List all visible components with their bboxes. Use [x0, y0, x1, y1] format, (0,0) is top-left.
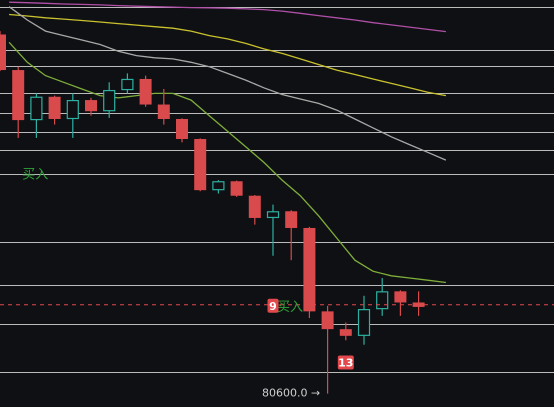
candle-body	[303, 227, 316, 312]
candle-body	[139, 78, 152, 105]
candle-23	[412, 291, 425, 316]
candle-8	[139, 75, 152, 107]
candle-2	[30, 93, 43, 138]
ma-slow-line	[8, 6, 447, 161]
candle-10	[176, 118, 188, 143]
candle-body	[176, 118, 188, 140]
candle-11	[194, 138, 207, 192]
candle-body	[121, 78, 134, 91]
candle-14	[248, 195, 261, 225]
candle-body	[194, 139, 207, 191]
candle-body	[103, 89, 116, 112]
ma-fast-line	[8, 41, 446, 284]
candle-5	[85, 97, 97, 116]
count-badge-13: 13	[337, 355, 354, 370]
candle-22	[394, 290, 407, 316]
count-badge-bg	[337, 355, 354, 370]
candle-9	[157, 88, 170, 125]
buy-signal-label: 买入	[22, 167, 48, 182]
candle-body	[48, 96, 61, 119]
candle-7	[121, 73, 134, 94]
candle-body	[30, 96, 43, 121]
buy-signal-label: 买入	[277, 300, 303, 315]
candle-16	[285, 210, 298, 261]
candle-body	[357, 309, 371, 336]
count-badge-text: 13	[338, 357, 353, 370]
candle-body	[321, 311, 334, 330]
grid-lines	[0, 7, 554, 373]
candle-body	[157, 104, 170, 119]
candle-1	[12, 66, 25, 138]
candle-body	[230, 181, 243, 196]
candle-body	[212, 181, 225, 191]
candle-body	[266, 211, 280, 219]
candle-body	[0, 34, 6, 71]
candle-body	[12, 70, 25, 121]
candle-4	[66, 93, 79, 138]
candle-3	[48, 95, 61, 125]
count-badge-text: 9	[269, 300, 277, 313]
candle-21	[376, 278, 389, 316]
moving-average-lines	[8, 1, 447, 284]
count-badge-bg	[267, 298, 279, 313]
candle-body	[376, 291, 389, 310]
candle-13	[230, 180, 243, 197]
ma-mid-line	[9, 13, 447, 97]
low-price-label: 80600.0 →	[262, 387, 320, 400]
candle-body	[394, 291, 407, 303]
candle-20	[357, 295, 371, 345]
candles	[0, 31, 425, 394]
candle-body	[85, 100, 97, 112]
candle-0	[0, 31, 6, 72]
candle-19	[339, 322, 352, 341]
candle-15	[266, 204, 280, 256]
candle-6	[103, 82, 116, 118]
candle-body	[339, 329, 352, 336]
candle-body	[66, 99, 79, 120]
candle-12	[212, 180, 225, 194]
count-badge-9: 9	[267, 298, 279, 313]
candle-body	[248, 195, 261, 218]
candle-body	[285, 211, 298, 228]
candle-18	[321, 305, 334, 394]
ma-long-line	[9, 1, 446, 33]
candle-17	[303, 226, 316, 319]
